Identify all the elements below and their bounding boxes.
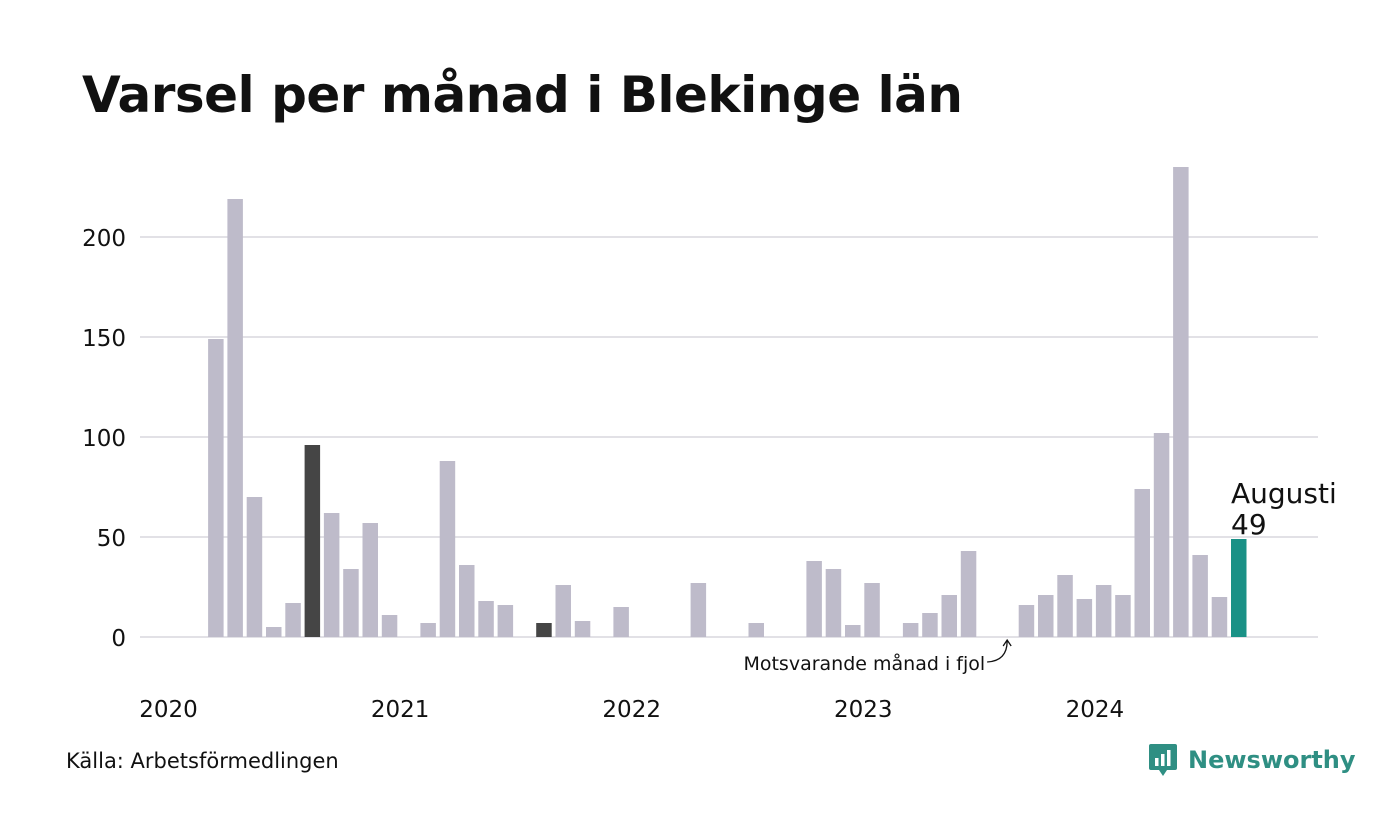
annotations: Augusti 49 Motsvarande månad i fjol [743, 477, 1336, 675]
bar-chart: 0 50 100 150 200 2020 2021 2022 2023 2024 August… [82, 167, 1337, 723]
brand-name: Newsworthy [1188, 746, 1356, 774]
x-tick-label: 2024 [1066, 697, 1125, 723]
bar-2023-03 [902, 623, 919, 637]
x-tick-label: 2021 [371, 697, 430, 723]
newsworthy-logo-icon [1149, 744, 1177, 776]
bar-2021-04 [459, 565, 475, 637]
bar-2024-08 [1231, 539, 1247, 637]
bar-2023-04 [922, 613, 938, 637]
bar-2022-12 [845, 625, 861, 637]
bar-2023-05 [941, 595, 957, 637]
bar-2020-10 [343, 569, 359, 637]
bar-2023-11 [1057, 575, 1073, 637]
bar-2024-04 [1153, 433, 1170, 637]
previous-year-note: Motsvarande månad i fjol [743, 652, 985, 675]
bar-2022-10 [806, 561, 822, 637]
brand-logo: Newsworthy [1148, 742, 1356, 778]
bar-2020-07 [285, 603, 301, 637]
previous-year-arrow [987, 638, 1012, 663]
bar-2021-02 [420, 623, 436, 637]
x-tick-label: 2020 [139, 697, 198, 723]
bar-2021-08 [536, 623, 552, 637]
y-axis-ticks: 0 50 100 150 200 [82, 226, 126, 652]
y-tick-label: 200 [82, 226, 126, 252]
bar-2024-03 [1134, 489, 1150, 637]
bar-2023-10 [1038, 595, 1054, 637]
bar-2023-01 [864, 583, 880, 637]
bar-2020-06 [266, 627, 282, 637]
bar-2021-03 [439, 461, 456, 637]
bar-2020-03 [208, 339, 224, 637]
bar-2022-11 [825, 569, 842, 637]
bar-2023-09 [1018, 605, 1035, 637]
chart-title: Varsel per månad i Blekinge län [82, 66, 963, 124]
y-tick-label: 100 [82, 426, 126, 452]
bar-2023-06 [960, 551, 977, 637]
bar-2020-12 [381, 615, 398, 637]
bar-2024-01 [1095, 585, 1112, 637]
bar-2021-06 [497, 605, 514, 637]
bar-2020-08 [304, 445, 321, 637]
bar-2020-04 [227, 199, 243, 637]
bar-2024-05 [1173, 167, 1189, 637]
x-tick-label: 2022 [602, 697, 661, 723]
bar-2020-09 [323, 513, 340, 637]
source-note: Källa: Arbetsförmedlingen [66, 749, 339, 773]
bar-2022-04 [690, 583, 707, 637]
current-month-value: 49 [1231, 508, 1267, 541]
bar-2021-09 [555, 585, 571, 637]
bar-2023-12 [1076, 599, 1093, 637]
bars [208, 167, 1247, 637]
bar-2021-12 [613, 607, 629, 637]
bar-2021-05 [478, 601, 494, 637]
bar-2020-05 [246, 497, 263, 637]
bar-2022-07 [748, 623, 764, 637]
bar-2021-10 [574, 621, 591, 637]
y-tick-label: 50 [97, 526, 126, 552]
x-tick-label: 2023 [834, 697, 893, 723]
current-month-label: Augusti [1231, 477, 1337, 510]
x-axis-ticks: 2020 2021 2022 2023 2024 [139, 697, 1124, 723]
y-tick-label: 150 [82, 326, 126, 352]
y-tick-label: 0 [111, 626, 126, 652]
bar-2020-11 [362, 523, 378, 637]
bar-2024-02 [1115, 595, 1131, 637]
bar-2024-07 [1211, 597, 1228, 637]
bar-2024-06 [1192, 555, 1208, 637]
